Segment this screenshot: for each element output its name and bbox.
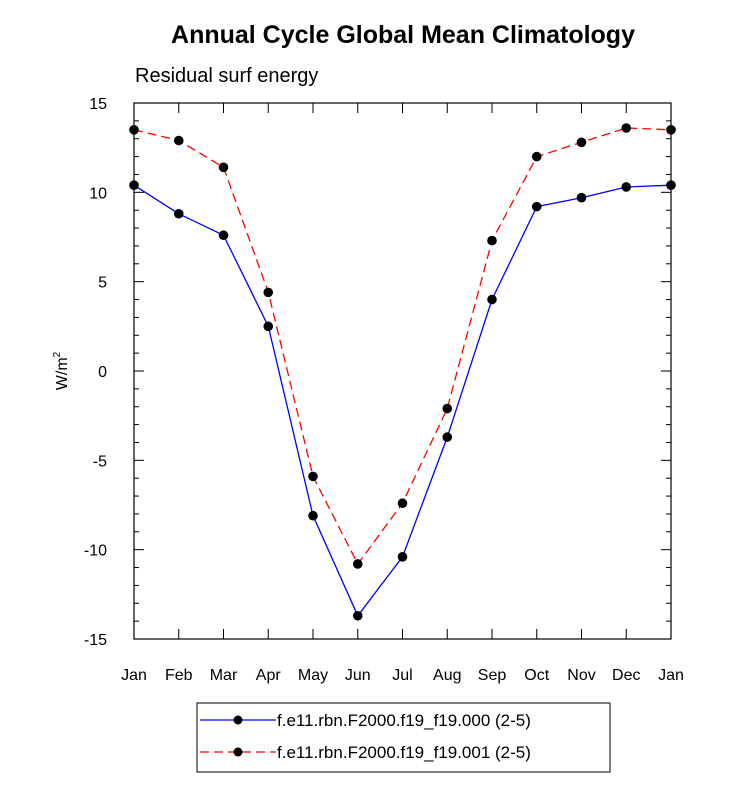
series-1-point	[129, 180, 139, 190]
series-2-point	[666, 125, 676, 135]
chart-subtitle: Residual surf energy	[135, 65, 318, 87]
x-tick-label: Jul	[392, 667, 412, 684]
series-line-1	[133, 184, 672, 618]
axis-ticks	[133, 102, 672, 640]
x-tick-label: Aug	[433, 667, 461, 684]
x-tick-label: Sep	[478, 667, 507, 684]
series-2-point	[621, 123, 632, 133]
series-2-point	[352, 559, 363, 569]
x-tick-label: Jan	[658, 667, 684, 684]
y-tick-label: 0	[98, 364, 107, 381]
series-1-point	[487, 294, 497, 305]
series-2-point	[263, 287, 274, 298]
series-1-point	[308, 510, 318, 521]
x-tick-label: Mar	[210, 667, 238, 684]
y-tick-label: 15	[89, 96, 107, 113]
series-2-point	[129, 125, 139, 135]
series-layer	[129, 123, 676, 621]
x-tick-label: Nov	[567, 667, 595, 684]
legend-box	[196, 702, 611, 773]
series-1-point	[531, 201, 542, 212]
y-tick-label: -5	[93, 453, 107, 470]
y-tick-label: 10	[89, 185, 107, 202]
legend-label-series-2: f.e11.rbn.F2000.f19_f19.001 (2-5)	[277, 743, 531, 762]
y-tick-label: -10	[84, 543, 107, 560]
y-axis-label: W/m2	[52, 351, 71, 390]
series-1-point	[352, 610, 363, 621]
x-tick-labels: Jan Feb Mar Apr May Jun Jul Aug Sep Oct Nov Dec Jan	[121, 667, 684, 684]
series-2-point	[442, 403, 453, 414]
series-1-point	[218, 230, 229, 241]
x-tick-label: Oct	[524, 667, 549, 684]
series-2-point	[308, 471, 318, 482]
series-1-point	[173, 208, 184, 219]
series-2-point	[397, 498, 408, 509]
chart-title: Annual Cycle Global Mean Climatology	[171, 21, 635, 49]
legend: f.e11.rbn.F2000.f19_f19.000 (2-5) f.e11.…	[196, 702, 611, 773]
series-1-point	[442, 432, 453, 442]
legend-label-series-1: f.e11.rbn.F2000.f19_f19.000 (2-5)	[277, 711, 531, 730]
series-1-point	[576, 192, 587, 203]
x-tick-label: Apr	[256, 667, 282, 684]
x-tick-label: Jun	[345, 667, 371, 684]
series-1-point	[263, 321, 274, 332]
y-axis-label-text: W/m	[54, 357, 71, 390]
series-2-point	[173, 135, 184, 146]
series-2-point	[218, 162, 229, 173]
series-1-point	[621, 182, 632, 192]
x-tick-label: Jan	[121, 667, 147, 684]
series-1-point	[397, 552, 408, 562]
y-tick-label: -15	[84, 632, 107, 649]
series-2-point	[576, 137, 587, 148]
y-tick-label: 5	[98, 275, 107, 292]
series-1-point	[666, 180, 676, 190]
legend-marker-series-2	[233, 747, 243, 757]
legend-marker-series-1	[233, 715, 243, 725]
y-axis-label-exponent: 2	[52, 351, 63, 357]
x-tick-label: May	[298, 667, 328, 684]
y-tick-labels: 15 10 5 0 -5 -10 -15	[84, 96, 107, 649]
series-2-point	[487, 235, 497, 246]
series-2-point	[531, 151, 542, 162]
x-tick-label: Dec	[612, 667, 640, 684]
x-tick-label: Feb	[165, 667, 193, 684]
